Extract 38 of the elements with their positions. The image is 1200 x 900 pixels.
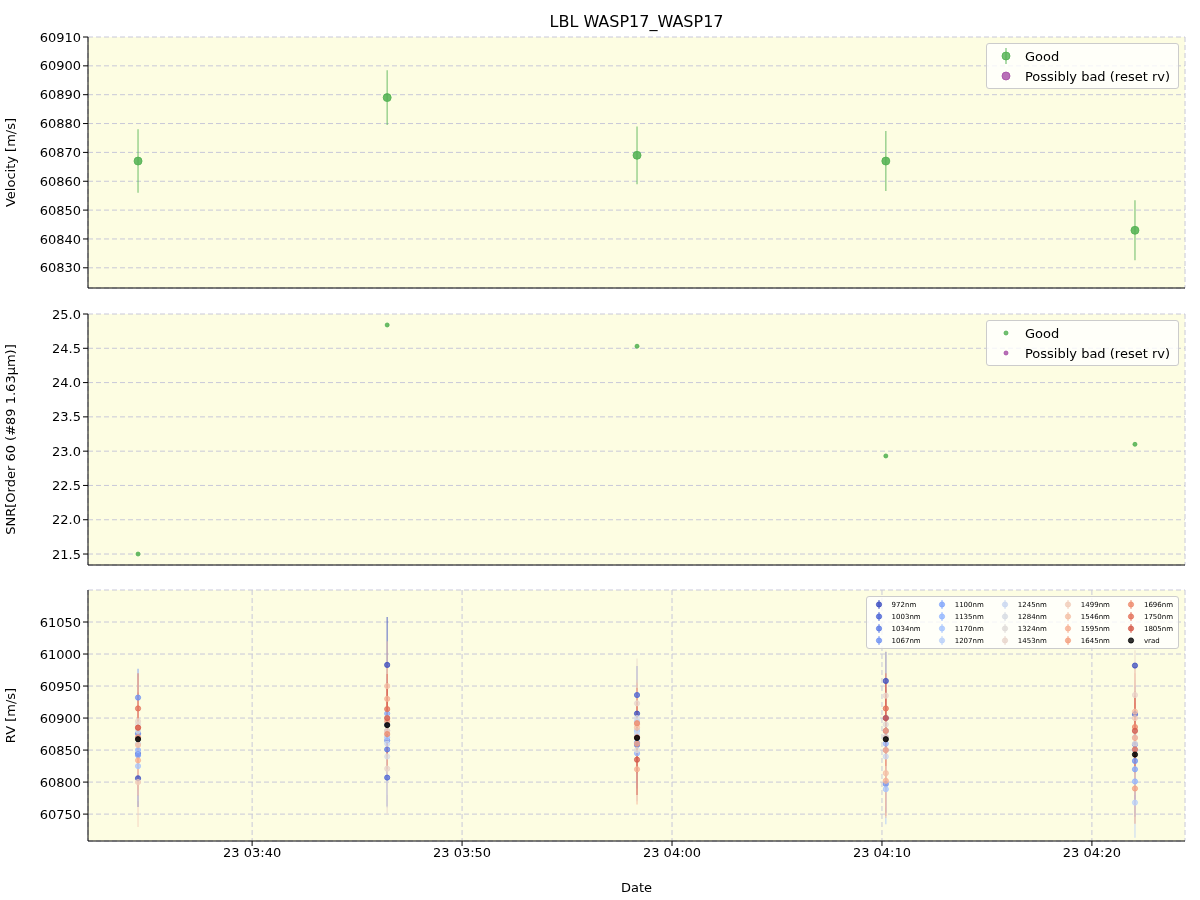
y-tick-label: 23.0 — [52, 443, 81, 459]
x-tick-label: 23 03:50 — [432, 845, 492, 861]
y-tick-label: 60860 — [39, 173, 81, 189]
y-tick-label: 60910 — [39, 29, 81, 45]
y-tick-label: 60900 — [39, 58, 81, 74]
y-tick-label: 60850 — [39, 202, 81, 218]
y-tick-label: 22.5 — [52, 478, 81, 494]
y-tick-label: 25.0 — [52, 306, 81, 322]
x-tick-label: 23 04:00 — [642, 845, 702, 861]
y-axis-title: Velocity [m/s] — [2, 117, 18, 208]
x-tick-label: 23 04:10 — [852, 845, 912, 861]
y-tick-label: 61000 — [39, 646, 81, 662]
x-tick-label: 23 04:20 — [1062, 845, 1121, 861]
y-tick-label: 60830 — [39, 260, 81, 276]
y-tick-label: 24.5 — [52, 340, 81, 356]
y-tick-label: 61050 — [39, 614, 81, 630]
x-axis-title: Date — [620, 880, 653, 895]
y-tick-label: 22.0 — [52, 512, 81, 528]
y-tick-label: 60840 — [39, 231, 81, 247]
y-tick-label: 24.0 — [52, 375, 81, 391]
x-tick-label: 23 03:40 — [223, 845, 282, 861]
chart-title: LBL WASP17_WASP17 — [548, 12, 725, 31]
legend-label: Good — [1024, 325, 1060, 341]
legend-label: Possibly bad (reset rv) — [1024, 68, 1170, 84]
y-tick-label: 60870 — [39, 145, 81, 161]
y-axis-title: SNR[Order 60 (#89 1.63μm)] — [2, 344, 18, 535]
y-tick-label: 60750 — [39, 806, 81, 822]
y-tick-label: 60800 — [39, 774, 81, 790]
y-tick-label: 21.5 — [52, 546, 81, 562]
y-axis-title: RV [m/s] — [2, 687, 18, 744]
y-tick-label: 60950 — [39, 678, 81, 694]
legend-label: Good — [1024, 48, 1060, 64]
y-tick-label: 23.5 — [52, 409, 81, 425]
y-tick-label: 60890 — [39, 87, 81, 103]
legend-label: Possibly bad (reset rv) — [1024, 345, 1170, 361]
y-tick-label: 60850 — [39, 742, 81, 758]
y-tick-label: 60900 — [39, 710, 81, 726]
y-tick-label: 60880 — [39, 116, 81, 132]
